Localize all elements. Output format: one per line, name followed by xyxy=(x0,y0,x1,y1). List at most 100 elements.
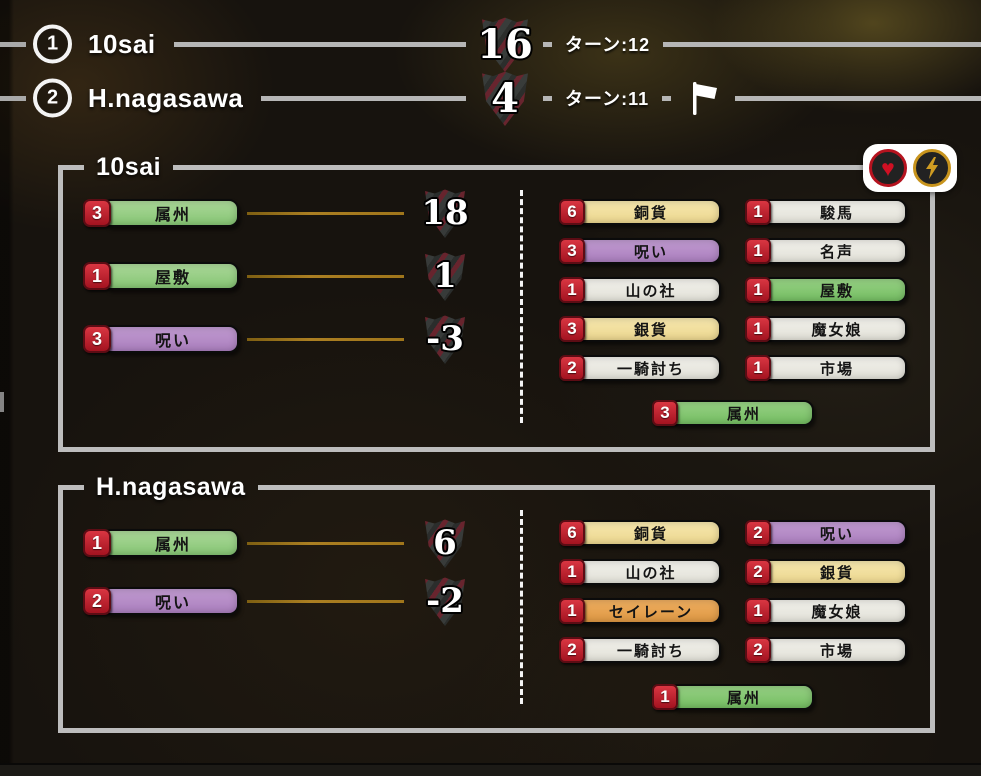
vp-row: 3 呪い -3 xyxy=(83,319,478,359)
resign-flag-icon xyxy=(693,82,718,115)
deck-list: 6 銅貨 1 山の社 1 セイレーン 2 一騎討ち 2 xyxy=(559,518,907,712)
vp-score-shield: 6 xyxy=(412,523,478,563)
card-count-badge: 3 xyxy=(559,238,585,264)
card-count-badge: 1 xyxy=(559,277,585,303)
deck-row: 2 呪い xyxy=(745,518,907,548)
deck-row: 1 屋敷 xyxy=(745,275,907,305)
card-name: セイレーン xyxy=(608,603,694,621)
deck-row: 2 市場 xyxy=(745,635,907,665)
rank-number-1: 1 xyxy=(33,24,72,64)
card-banner: 属州 xyxy=(107,529,239,557)
player-result-panel-hnagasawa: H.nagasawa 1 属州 6 2 呪い -2 6 銅貨 1 xyxy=(58,473,935,733)
heart-icon[interactable]: ♥ xyxy=(869,149,907,187)
deck-column-1: 6 銅貨 3 呪い 1 山の社 3 銀貨 2 一騎討ち xyxy=(559,197,721,392)
card-name: 山の社 xyxy=(625,564,677,582)
connector-line xyxy=(247,274,404,278)
card-name: 市場 xyxy=(819,642,854,660)
score-value: 16 xyxy=(477,20,533,68)
player-name-line: H.nagasawa xyxy=(88,74,466,122)
score-shield: 16 xyxy=(473,20,537,68)
deck-column-2: 1 駿馬 1 名声 1 屋敷 1 魔女娘 1 市場 xyxy=(745,197,907,392)
card-name: 銅貨 xyxy=(633,204,668,222)
deck-row: 2 銀貨 xyxy=(745,557,907,587)
mini-dash xyxy=(543,95,552,101)
card-banner: 市場 xyxy=(767,355,907,381)
card-name: 屋敷 xyxy=(819,282,854,300)
turn-label: ターン:11 xyxy=(565,89,650,109)
card-count-badge: 2 xyxy=(83,587,111,615)
card-banner: 魔女娘 xyxy=(767,316,907,342)
divider-line xyxy=(257,484,935,490)
card-name: 魔女娘 xyxy=(811,321,863,339)
card-name: 駿馬 xyxy=(819,204,854,222)
connector-line xyxy=(247,337,404,341)
victory-points-column: 1 属州 6 2 呪い -2 xyxy=(83,523,478,643)
card-name: 呪い xyxy=(633,243,668,261)
card-banner: 屋敷 xyxy=(767,277,907,303)
deck-column-1: 6 銅貨 1 山の社 1 セイレーン 2 一騎討ち xyxy=(559,518,721,674)
deck-list: 6 銅貨 3 呪い 1 山の社 3 銀貨 2 一騎討ち xyxy=(559,197,907,428)
card-name: 属州 xyxy=(154,207,191,224)
card-banner: 呪い xyxy=(767,520,907,546)
deck-column-2: 2 呪い 2 銀貨 1 魔女娘 2 市場 xyxy=(745,518,907,674)
card-banner: 山の社 xyxy=(581,559,721,585)
player-name: 10sai xyxy=(88,28,156,59)
card-count-badge: 2 xyxy=(559,637,585,663)
player-name-line: 10sai xyxy=(88,20,466,68)
vp-score-shield: 18 xyxy=(412,193,478,233)
card-count-badge: 3 xyxy=(559,316,585,342)
card-name: 名声 xyxy=(819,243,854,261)
deck-row: 1 山の社 xyxy=(559,275,721,305)
card-name: 呪い xyxy=(154,333,191,350)
divider-line xyxy=(663,41,981,47)
rank-number-2: 2 xyxy=(33,78,72,118)
card-count-badge: 3 xyxy=(83,325,111,353)
card-name: 属州 xyxy=(726,689,761,707)
bottom-bar xyxy=(0,763,981,776)
vp-score-shield: -3 xyxy=(412,319,478,359)
turn-info: ターン:11 xyxy=(543,74,981,122)
card-banner: 呪い xyxy=(107,587,239,615)
vp-score-value: -2 xyxy=(426,581,464,621)
card-banner: 屋敷 xyxy=(107,262,239,290)
reaction-badge: ♥ xyxy=(863,144,957,192)
mini-dash xyxy=(543,41,552,47)
card-banner: 駿馬 xyxy=(767,199,907,225)
vp-score-value: 18 xyxy=(421,193,469,233)
card-count-badge: 1 xyxy=(559,598,585,624)
card-banner: 呪い xyxy=(107,325,239,353)
deck-row: 2 一騎討ち xyxy=(559,635,721,665)
edge-dash xyxy=(0,96,26,101)
card-count-badge: 6 xyxy=(559,520,585,546)
deck-row: 3 属州 xyxy=(652,398,814,428)
card-banner: 属州 xyxy=(674,400,814,426)
card-banner: 名声 xyxy=(767,238,907,264)
deck-row: 1 市場 xyxy=(745,353,907,383)
connector-line xyxy=(247,541,404,545)
card-count-badge: 3 xyxy=(652,400,678,426)
card-count-badge: 3 xyxy=(83,199,111,227)
card-name: 市場 xyxy=(819,360,854,378)
card-name: 呪い xyxy=(154,595,191,612)
divider-line xyxy=(261,95,466,101)
card-name: 一騎討ち xyxy=(616,642,685,660)
card-count-badge: 6 xyxy=(559,199,585,225)
card-count-badge: 1 xyxy=(745,316,771,342)
dashed-divider xyxy=(520,190,523,423)
turn-info: ターン:12 xyxy=(543,20,981,68)
card-name: 属州 xyxy=(726,405,761,423)
connector-line xyxy=(247,211,404,215)
deck-row: 1 駿馬 xyxy=(745,197,907,227)
divider-line xyxy=(173,41,466,47)
card-count-badge: 1 xyxy=(745,355,771,381)
card-count-badge: 1 xyxy=(83,529,111,557)
player-result-panel-10sai: 10sai ♥ 3 属州 18 1 屋敷 1 3 呪い -3 xyxy=(58,144,957,452)
vp-score-value: -3 xyxy=(426,319,464,359)
card-name: 属州 xyxy=(154,537,191,554)
card-banner: 山の社 xyxy=(581,277,721,303)
deck-row: 1 山の社 xyxy=(559,557,721,587)
card-count-badge: 2 xyxy=(745,520,771,546)
head-dash xyxy=(58,484,84,490)
lightning-icon[interactable] xyxy=(913,149,951,187)
card-banner: 一騎討ち xyxy=(581,355,721,381)
